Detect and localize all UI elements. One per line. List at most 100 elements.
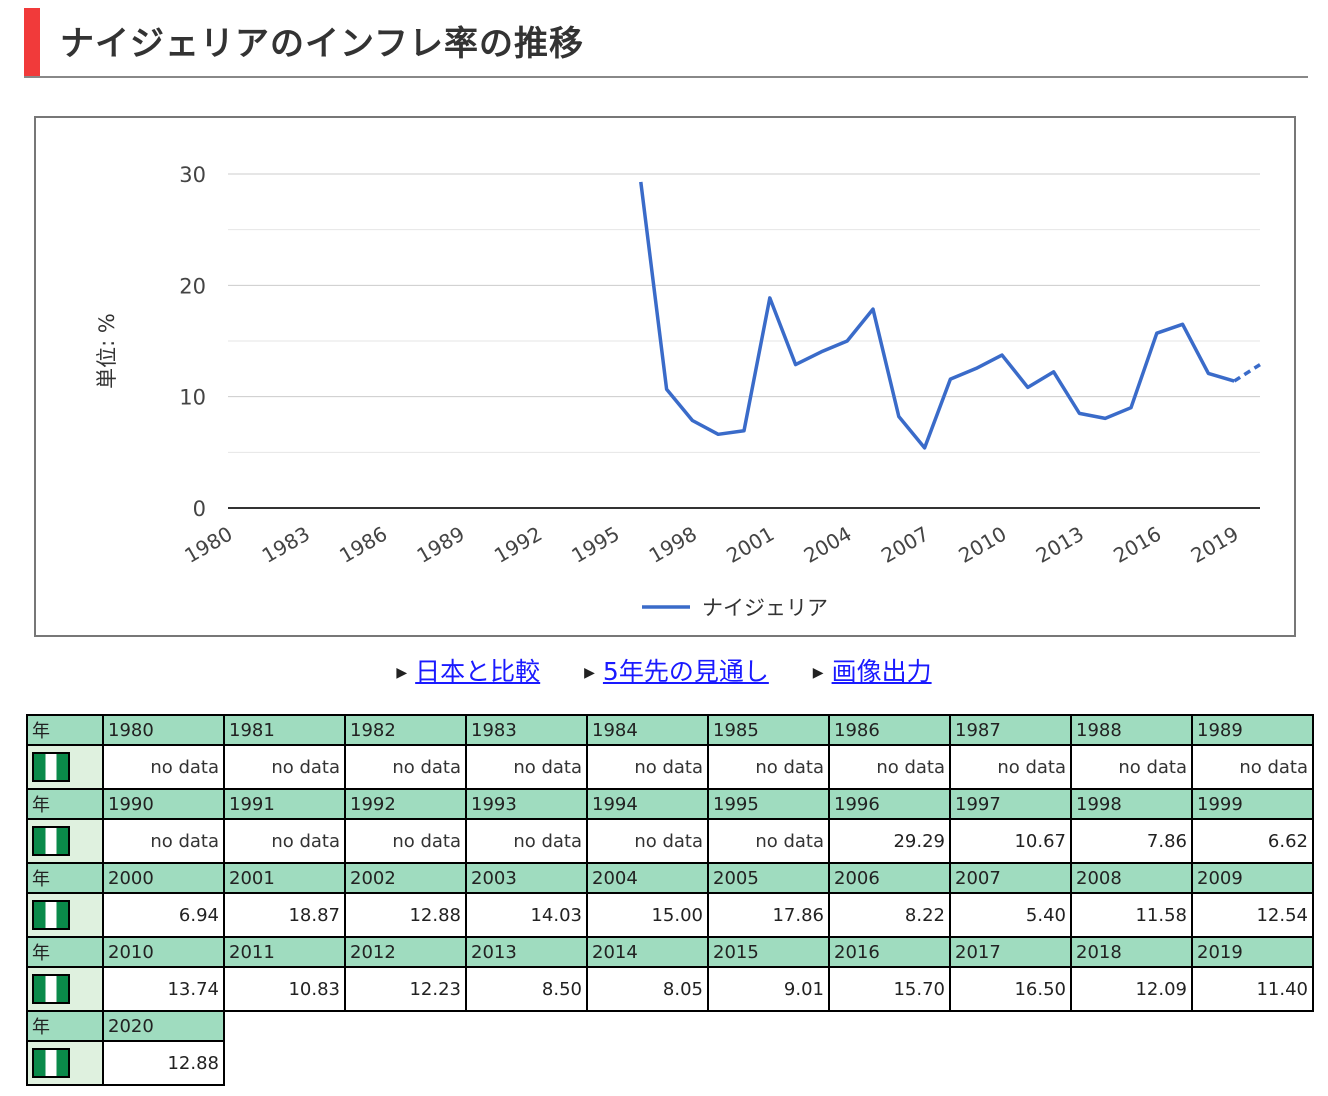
year-cell: 2006: [828, 862, 951, 894]
year-cell: 2007: [949, 862, 1072, 894]
page-header: ナイジェリアのインフレ率の推移: [24, 8, 1308, 78]
no-data-cell: no data: [949, 744, 1072, 790]
compare-japan-link[interactable]: ▶ 日本と比較: [396, 652, 540, 688]
y-tick-label: 10: [179, 386, 206, 410]
year-cell: 1988: [1070, 714, 1193, 746]
value-cell: 10.83: [223, 966, 346, 1012]
x-tick-label: 1980: [180, 522, 236, 568]
x-tick-label: 1995: [567, 522, 623, 568]
x-tick-label: 2001: [722, 522, 778, 568]
flag-cell: [26, 966, 104, 1012]
value-cell: 16.50: [949, 966, 1072, 1012]
empty-cell: [1192, 1041, 1313, 1085]
image-export-link[interactable]: ▶ 画像出力: [813, 652, 932, 688]
value-row: 13.74 10.83 12.23 8.50 8.05 9.01 15.70 16.50 12.…: [26, 966, 1314, 1012]
no-data-cell: no data: [223, 744, 346, 790]
value-cell: 29.29: [828, 818, 951, 864]
value-cell: 12.23: [344, 966, 467, 1012]
year-cell: 1986: [828, 714, 951, 746]
compare-japan-link-label[interactable]: 日本と比較: [415, 657, 541, 686]
inflation-line-chart: 0 10 20 30 1980 1983 1986 1989 1992 1995 1998 2001 2…: [95, 163, 1261, 620]
value-cell: 8.22: [828, 892, 951, 938]
empty-cell: [466, 1011, 587, 1041]
value-cell: 8.05: [586, 966, 709, 1012]
empty-cell: [1071, 1011, 1192, 1041]
five-year-outlook-link-label[interactable]: 5年先の見通し: [602, 657, 769, 686]
year-cell: 1990: [102, 788, 225, 820]
year-cell: 2000: [102, 862, 225, 894]
no-data-cell: no data: [1070, 744, 1193, 790]
empty-cell: [1071, 1041, 1192, 1085]
no-data-cell: no data: [102, 818, 225, 864]
year-cell: 2002: [344, 862, 467, 894]
empty-cell: [708, 1041, 829, 1085]
image-export-link-label[interactable]: 画像出力: [831, 657, 932, 686]
x-tick-label: 1983: [258, 522, 314, 568]
year-cell: 2005: [707, 862, 830, 894]
empty-cell: [587, 1011, 708, 1041]
nigeria-flag-icon: [32, 900, 70, 930]
x-tick-label: 1986: [335, 522, 391, 568]
empty-cell: [345, 1011, 466, 1041]
no-data-cell: no data: [223, 818, 346, 864]
nigeria-flag-icon: [32, 974, 70, 1004]
year-row: 年 1980 1981 1982 1983 1984 1985 1986 1987 1988 198…: [26, 714, 1314, 746]
empty-cell: [829, 1041, 950, 1085]
nigeria-flag-icon: [32, 1048, 70, 1078]
inflation-data-table: 年 1980 1981 1982 1983 1984 1985 1986 1987 1988 198…: [26, 714, 1314, 1086]
x-tick-label: 1989: [413, 522, 469, 568]
x-tick-label: 2007: [877, 522, 933, 568]
year-cell: 1997: [949, 788, 1072, 820]
year-cell: 1996: [828, 788, 951, 820]
year-cell: 2017: [949, 936, 1072, 968]
value-cell: 5.40: [949, 892, 1072, 938]
no-data-cell: no data: [828, 744, 951, 790]
year-header-cell: 年: [26, 714, 104, 746]
x-tick-label: 2013: [1032, 522, 1088, 568]
year-cell: 1991: [223, 788, 346, 820]
empty-cell: [466, 1041, 587, 1085]
value-cell: 12.88: [102, 1040, 225, 1086]
year-cell: 2001: [223, 862, 346, 894]
y-axis-label: 単位: %: [95, 313, 119, 389]
year-cell: 1987: [949, 714, 1072, 746]
year-cell: 2015: [707, 936, 830, 968]
no-data-cell: no data: [586, 818, 709, 864]
chart-container: 0 10 20 30 1980 1983 1986 1989 1992 1995 1998 2001 2…: [34, 116, 1296, 637]
value-cell: 15.00: [586, 892, 709, 938]
year-cell: 2008: [1070, 862, 1193, 894]
header-accent-bar: [24, 8, 40, 76]
five-year-outlook-link[interactable]: ▶ 5年先の見通し: [584, 652, 769, 688]
x-tick-label: 1998: [645, 522, 701, 568]
empty-cell: [224, 1011, 345, 1041]
year-cell: 2020: [102, 1010, 225, 1042]
no-data-cell: no data: [102, 744, 225, 790]
value-row: no data no data no data no data no data no da…: [26, 818, 1314, 864]
year-cell: 2018: [1070, 936, 1193, 968]
year-cell: 2003: [465, 862, 588, 894]
year-cell: 1984: [586, 714, 709, 746]
legend-label: ナイジェリア: [702, 596, 828, 620]
value-cell: 12.88: [344, 892, 467, 938]
value-cell: 11.58: [1070, 892, 1193, 938]
year-cell: 2010: [102, 936, 225, 968]
no-data-cell: no data: [707, 818, 830, 864]
value-row: 12.88: [26, 1040, 1313, 1086]
value-cell: 18.87: [223, 892, 346, 938]
year-cell: 2016: [828, 936, 951, 968]
flag-cell: [26, 818, 104, 864]
year-cell: 2011: [223, 936, 346, 968]
empty-cell: [950, 1041, 1071, 1085]
year-cell: 2012: [344, 936, 467, 968]
year-cell: 2019: [1191, 936, 1314, 968]
year-header-cell: 年: [26, 788, 104, 820]
series-line-estimate: [1233, 363, 1261, 383]
year-cell: 1999: [1191, 788, 1314, 820]
y-tick-label: 0: [193, 497, 206, 521]
value-cell: 9.01: [707, 966, 830, 1012]
value-cell: 6.94: [102, 892, 225, 938]
no-data-cell: no data: [465, 818, 588, 864]
x-tick-label: 2016: [1109, 522, 1165, 568]
flag-cell: [26, 1040, 104, 1086]
x-tick-label: 2010: [954, 522, 1010, 568]
